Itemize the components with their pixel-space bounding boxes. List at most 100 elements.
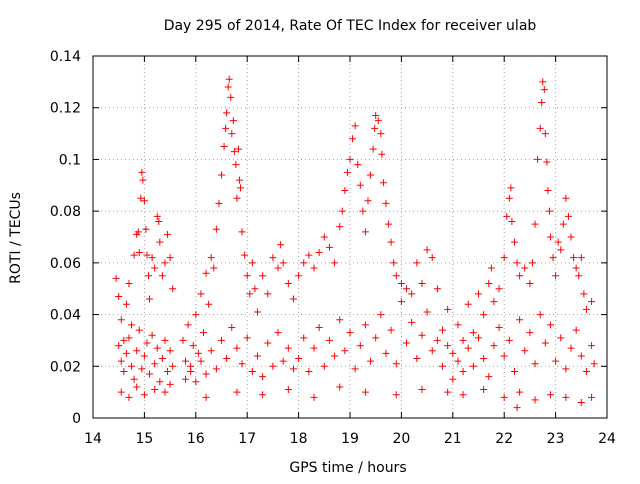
data-point [251, 285, 259, 293]
data-point [495, 285, 503, 293]
data-point [361, 321, 369, 329]
data-point [135, 249, 143, 257]
data-point [557, 246, 565, 254]
data-point [259, 272, 267, 280]
data-point [562, 194, 570, 202]
data-point [197, 290, 205, 298]
data-point [544, 186, 552, 194]
data-point [284, 386, 292, 394]
data-point [423, 246, 431, 254]
data-point [320, 233, 328, 241]
data-point [310, 393, 318, 401]
data-point [279, 259, 287, 267]
y-tick-label: 0.04 [50, 308, 81, 324]
data-point [367, 357, 375, 365]
data-point [223, 109, 231, 117]
data-point [377, 130, 385, 138]
data-point [120, 336, 128, 344]
data-point [218, 336, 225, 344]
data-point [433, 336, 441, 344]
data-point [485, 280, 493, 288]
data-point [148, 331, 156, 339]
data-point [557, 334, 565, 342]
data-point [536, 311, 544, 319]
data-point [356, 181, 364, 189]
data-point [295, 272, 303, 280]
data-point [369, 145, 377, 153]
data-point [408, 318, 416, 326]
data-point [349, 135, 357, 143]
data-point [164, 367, 172, 375]
data-point [541, 130, 549, 138]
y-tick-label: 0.02 [50, 359, 81, 375]
data-point [135, 326, 143, 334]
data-point [403, 285, 411, 293]
data-point [310, 344, 318, 352]
y-axis-label: ROTI / TECUs [8, 192, 24, 284]
data-point [331, 352, 339, 360]
data-point [372, 334, 380, 342]
data-point [182, 375, 190, 383]
data-point [507, 184, 515, 192]
data-point [164, 230, 172, 238]
data-point [253, 308, 261, 316]
data-point [148, 254, 156, 262]
data-point [238, 228, 246, 236]
data-point [516, 272, 524, 280]
data-point [521, 347, 529, 355]
data-point [146, 370, 154, 378]
y-tick-label: 0.12 [50, 101, 81, 117]
data-point [259, 373, 267, 381]
data-point [516, 316, 524, 324]
data-point [295, 355, 303, 363]
data-point [338, 207, 346, 215]
data-point [341, 186, 349, 194]
data-point [564, 212, 572, 220]
data-point [269, 254, 277, 262]
data-point [552, 357, 560, 365]
data-point [336, 316, 344, 324]
data-point [575, 272, 583, 280]
data-point [490, 342, 498, 350]
data-point [454, 357, 462, 365]
data-point [336, 223, 344, 231]
data-point [454, 321, 462, 329]
y-tick-label: 0.08 [50, 204, 81, 220]
data-point [264, 290, 272, 298]
data-point [189, 342, 197, 350]
data-point [153, 344, 161, 352]
data-point [543, 158, 551, 166]
data-point [289, 295, 297, 303]
data-point [387, 326, 395, 334]
data-point [549, 254, 557, 262]
data-point [378, 150, 386, 158]
data-point [490, 298, 498, 306]
data-point [137, 194, 145, 202]
data-point [112, 274, 120, 282]
data-point [227, 93, 235, 101]
data-point [274, 264, 282, 272]
data-point [241, 251, 249, 259]
x-tick-label: 14 [84, 431, 102, 447]
data-point [336, 383, 344, 391]
data-point [182, 357, 190, 365]
data-point [392, 360, 400, 368]
data-point [570, 254, 578, 262]
data-point [500, 393, 508, 401]
data-point [194, 349, 202, 357]
data-point [202, 269, 210, 277]
data-point [166, 380, 174, 388]
data-point [475, 290, 482, 298]
data-point [505, 194, 513, 202]
data-point [134, 228, 142, 236]
data-point [233, 194, 241, 202]
data-point [413, 355, 421, 363]
data-point [151, 386, 159, 394]
data-point [284, 344, 292, 352]
data-point [351, 122, 359, 130]
data-point [232, 161, 240, 169]
data-point [397, 298, 405, 306]
data-point [428, 347, 436, 355]
x-tick-label: 23 [547, 431, 565, 447]
data-point [526, 329, 534, 337]
